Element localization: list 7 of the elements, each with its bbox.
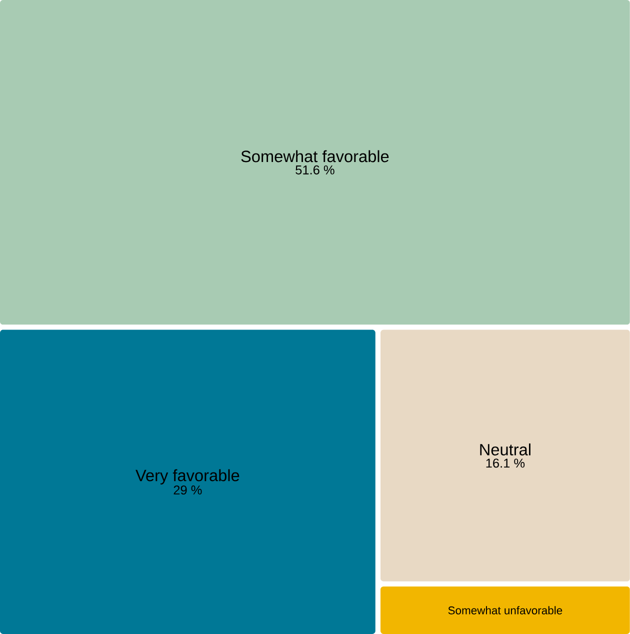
data-label: 29 % (174, 486, 202, 495)
category-label: Neutral (480, 443, 530, 456)
data-label: 51.6 % (296, 165, 334, 174)
category-label: Very favorable (136, 469, 240, 484)
category-label: Somewhat favorable (241, 150, 389, 162)
data-label: 16.1 % (486, 458, 525, 468)
category-label: Somewhat unfavorable (448, 606, 562, 614)
